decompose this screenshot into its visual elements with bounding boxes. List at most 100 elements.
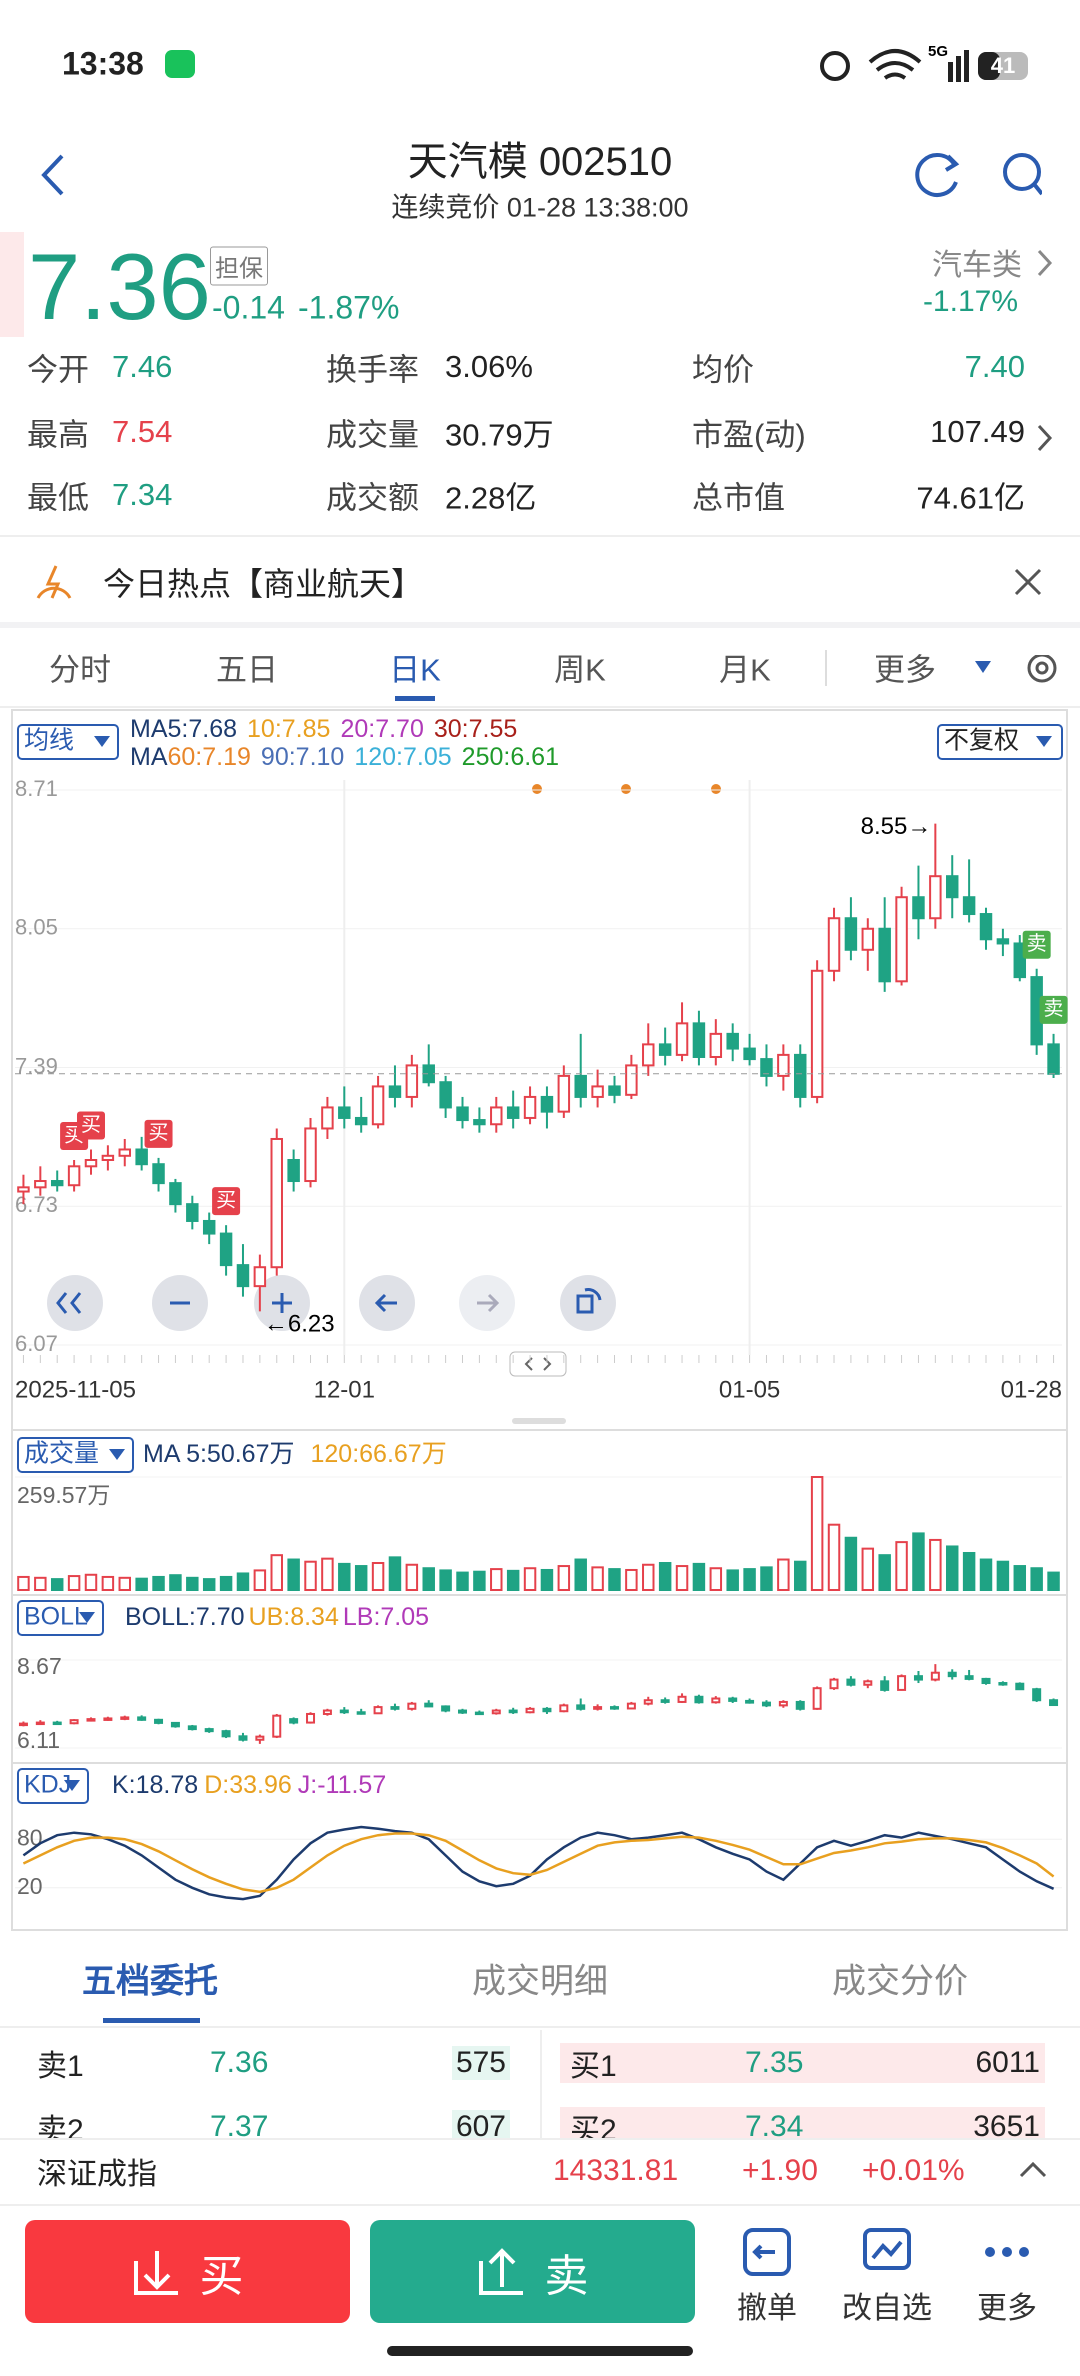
boll-candle-body: [593, 1706, 603, 1710]
period-tab[interactable]: 日K: [389, 652, 441, 688]
back-button[interactable]: [30, 150, 80, 200]
tab-underline: [395, 696, 435, 701]
period-tab[interactable]: 月K: [719, 652, 771, 688]
last-price: 7.36: [28, 234, 211, 339]
candle-body: [726, 1032, 739, 1050]
candle-body: [388, 1085, 402, 1098]
signal-box: [212, 1187, 241, 1216]
boll-candle-body: [1049, 1699, 1059, 1707]
candle-body: [878, 927, 891, 983]
volume-bar: [523, 1567, 537, 1591]
volume-bar: [1030, 1567, 1043, 1591]
chart-nav[interactable]: [47, 1275, 616, 1331]
ma-value: 20:7.70: [340, 715, 423, 743]
volume-bar: [304, 1560, 317, 1591]
x-tick-label: 01-05: [719, 1376, 780, 1403]
stat-value: 7.34: [112, 477, 173, 512]
dropdown-arrow: [64, 1780, 80, 1791]
buy-icon: [133, 2250, 178, 2295]
boll-candle-body: [1015, 1682, 1025, 1691]
index-bar[interactable]: 深证成指 14331.81 +1.90 +0.01%: [0, 2138, 1080, 2204]
action-label[interactable]: 改自选: [842, 2292, 932, 2325]
book-tab[interactable]: 成交明细: [472, 1962, 608, 2001]
boll-candle-body: [626, 1702, 636, 1710]
divider: [0, 2026, 1080, 2028]
dropdown-arrow: [109, 1449, 125, 1460]
volume-bar: [287, 1558, 300, 1592]
candle-body: [506, 1106, 520, 1119]
book-tab[interactable]: 五档委托: [82, 1962, 218, 2001]
sell-button[interactable]: 卖: [370, 2220, 695, 2323]
status-icons: 5G 41: [820, 43, 1028, 82]
divider: [825, 650, 827, 686]
period-tab[interactable]: 更多: [874, 652, 936, 688]
volume-bar: [878, 1554, 891, 1591]
book-price: 7.35: [745, 2046, 804, 2079]
candle-body: [962, 896, 976, 916]
x-tick-label: 2025-11-05: [15, 1376, 136, 1403]
tab-underline: [103, 2018, 200, 2023]
boll-value: LB:7.05: [343, 1603, 429, 1631]
tab-extras[interactable]: [975, 655, 1065, 685]
volume-bar: [945, 1545, 959, 1592]
boll-candle-body: [694, 1695, 704, 1704]
boll-candle-body: [660, 1699, 670, 1703]
stat-label: 市盈(动): [692, 417, 806, 453]
boll-candle-body: [458, 1709, 468, 1714]
candle-body: [692, 1022, 706, 1058]
boll-candle-body: [1032, 1688, 1042, 1702]
buy-button[interactable]: 买: [25, 2220, 350, 2323]
boll-candle-body: [863, 1680, 873, 1686]
candle-body: [34, 1180, 47, 1189]
candle-body: [84, 1159, 98, 1168]
book-price: 7.34: [745, 2110, 804, 2142]
home-indicator: [387, 2346, 693, 2356]
volume-bar: [709, 1567, 723, 1591]
book-volume: 575: [451, 2046, 510, 2080]
boll-candle-body: [120, 1716, 130, 1720]
book-tab[interactable]: 成交分价: [832, 1962, 968, 2001]
stat-label: 最高: [27, 417, 89, 453]
boll-candle-body: [86, 1718, 96, 1722]
book-rows: 卖1 7.36 575 卖2 7.37 607 买1 7.35 6011 买2 7.34 3651: [0, 2030, 1080, 2142]
header-actions[interactable]: [912, 150, 1042, 200]
volume-bar: [929, 1538, 942, 1592]
signal-label: 卖: [1027, 932, 1047, 955]
signal-label: 买: [149, 1122, 169, 1144]
volume-bar: [490, 1568, 503, 1591]
volume-bar: [186, 1576, 199, 1591]
boll-value: BOLL:7.70: [125, 1603, 245, 1631]
boll-candle-body: [154, 1718, 164, 1724]
boll-candle-body: [542, 1707, 552, 1713]
action-label[interactable]: 撤单: [737, 2292, 797, 2325]
period-tab[interactable]: 分时: [49, 652, 111, 688]
hot-topic[interactable]: 今日热点【商业航天】: [103, 566, 424, 602]
boll-candle-body: [947, 1671, 957, 1678]
boll-candle-body: [441, 1705, 451, 1712]
candle-body: [743, 1047, 756, 1061]
period-tab[interactable]: 五日: [216, 652, 278, 688]
boll-candle-body: [187, 1725, 197, 1731]
ma-value: 120:7.05: [354, 743, 451, 771]
volume-bar: [270, 1554, 283, 1591]
boll-candle-body: [998, 1682, 1008, 1686]
stat-value: 7.40: [964, 349, 1025, 384]
candle-body: [1047, 1043, 1060, 1075]
volume-bar: [354, 1565, 368, 1592]
volume-bar: [996, 1560, 1010, 1591]
index-value: 14331.81: [553, 2154, 679, 2187]
action-label[interactable]: 更多: [977, 2292, 1037, 2325]
volume-bar: [456, 1571, 469, 1592]
signal-box: [144, 1119, 173, 1148]
y-tick-label: 7.39: [15, 1053, 58, 1078]
signal-box: [76, 1111, 105, 1140]
close-button[interactable]: [1012, 566, 1044, 598]
boll-candle-body: [829, 1678, 839, 1690]
period-tab[interactable]: 周K: [554, 652, 606, 688]
candle-body: [456, 1106, 469, 1122]
volume-bar: [625, 1568, 638, 1591]
boll-candle-body: [778, 1700, 788, 1707]
volume-bar: [1047, 1571, 1060, 1592]
volume-bar: [591, 1566, 604, 1591]
sector-name[interactable]: 汽车类: [932, 249, 1022, 282]
